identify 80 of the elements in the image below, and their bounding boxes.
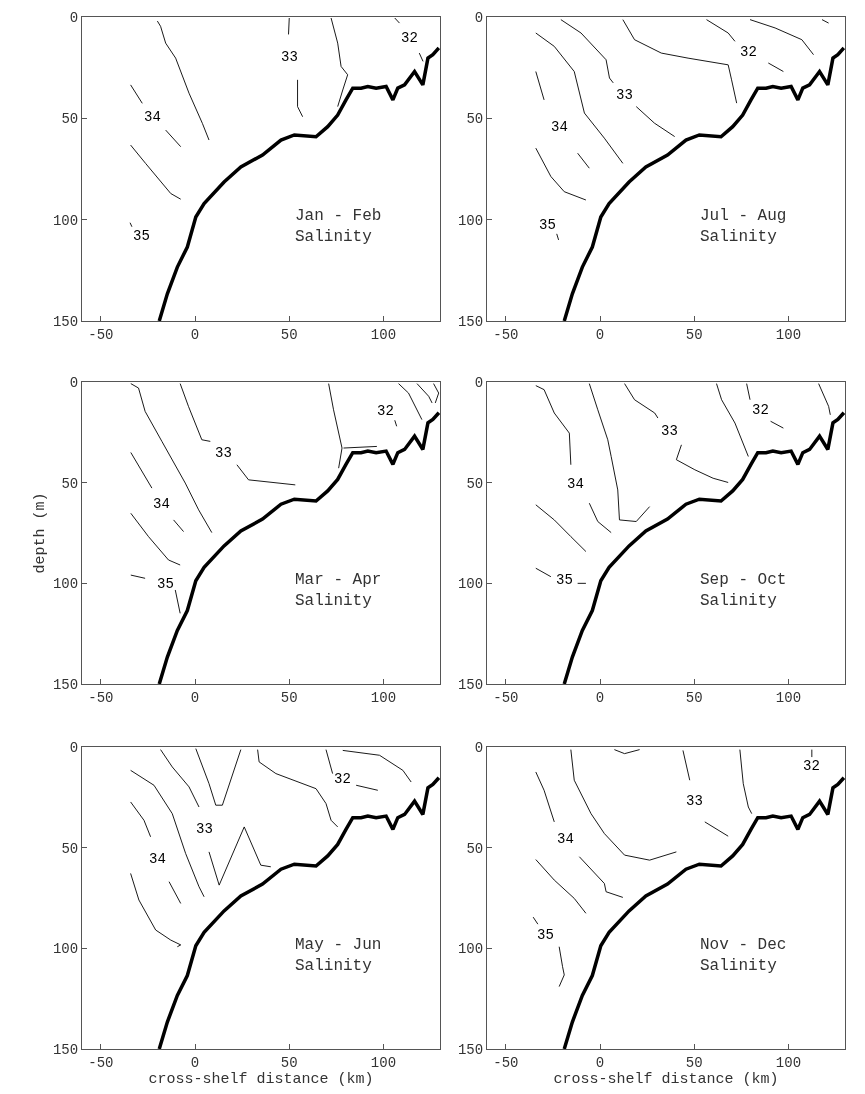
y-tick-label: 0 xyxy=(474,739,484,756)
x-tick-label: 100 xyxy=(370,689,397,706)
x-tick-label: -50 xyxy=(493,1054,519,1071)
y-tick-label: 50 xyxy=(466,111,484,128)
y-tick-label: 100 xyxy=(457,576,484,593)
text: Jul - Aug Salinity xyxy=(700,207,787,246)
series-label: 33 xyxy=(196,821,213,837)
series-label: 34 xyxy=(144,109,161,125)
x-tick-label: -50 xyxy=(493,689,519,706)
x-tick-label: 50 xyxy=(685,326,703,343)
x-tick-label: 100 xyxy=(370,1054,397,1071)
series-label: 35 xyxy=(537,927,554,943)
series-label: 32 xyxy=(334,771,351,787)
y-tick-label: 0 xyxy=(69,739,79,756)
y-tick-label: 50 xyxy=(61,475,79,492)
y-tick-label: 150 xyxy=(457,1041,484,1058)
series-label: 32 xyxy=(803,758,820,774)
series-label: 34 xyxy=(551,119,568,135)
x-tick-label: 0 xyxy=(595,326,605,343)
x-tick-label: 100 xyxy=(775,689,802,706)
y-tick-label: 0 xyxy=(474,9,484,26)
series-label: 32 xyxy=(740,44,757,60)
x-tick-label: 50 xyxy=(280,326,298,343)
series-label: 34 xyxy=(153,496,170,512)
x-tick-label: 0 xyxy=(595,689,605,706)
series-label: 35 xyxy=(539,217,556,233)
series-label: 33 xyxy=(616,87,633,103)
series-label: 32 xyxy=(752,402,769,418)
y-tick-label: 0 xyxy=(69,9,79,26)
series-label: 32 xyxy=(377,403,394,419)
y-tick-label: 100 xyxy=(52,212,79,229)
x-tick-label: -50 xyxy=(493,326,519,343)
y-tick-label: 50 xyxy=(466,840,484,857)
y-tick-label: 100 xyxy=(52,941,79,958)
series-label: 33 xyxy=(281,49,298,65)
series-label: 34 xyxy=(149,851,166,867)
series-label: 35 xyxy=(157,576,174,592)
x-tick-label: 50 xyxy=(280,689,298,706)
x-tick-label: -50 xyxy=(88,689,114,706)
y-axis-title: depth (m) xyxy=(32,492,50,574)
text: Sep - Oct Salinity xyxy=(700,571,787,610)
y-tick-label: 50 xyxy=(466,475,484,492)
x-tick-label: -50 xyxy=(88,1054,114,1071)
x-tick-label: 0 xyxy=(595,1054,605,1071)
x-tick-label: 100 xyxy=(775,1054,802,1071)
y-tick-label: 100 xyxy=(52,576,79,593)
series-label: 33 xyxy=(686,793,703,809)
x-tick-label: 50 xyxy=(280,1054,298,1071)
text: Jan - Feb Salinity xyxy=(295,207,382,246)
x-tick-label: 0 xyxy=(190,689,200,706)
y-tick-label: 150 xyxy=(52,313,79,330)
y-tick-label: 100 xyxy=(457,212,484,229)
x-tick-label: 100 xyxy=(775,326,802,343)
y-tick-label: 50 xyxy=(61,111,79,128)
y-tick-label: 150 xyxy=(52,676,79,693)
y-tick-label: 150 xyxy=(457,313,484,330)
x-tick-label: -50 xyxy=(88,326,114,343)
series-label: 33 xyxy=(215,445,232,461)
y-tick-label: 100 xyxy=(457,941,484,958)
x-tick-label: 0 xyxy=(190,1054,200,1071)
x-tick-label: 100 xyxy=(370,326,397,343)
x-tick-label: 50 xyxy=(685,689,703,706)
text: Mar - Apr Salinity xyxy=(295,571,382,610)
series-label: 32 xyxy=(401,30,418,46)
x-axis-title: cross-shelf distance (km) xyxy=(553,1070,779,1088)
text: May - Jun Salinity xyxy=(295,936,382,975)
series-label: 34 xyxy=(567,476,584,492)
series-label: 35 xyxy=(556,572,573,588)
x-tick-label: 50 xyxy=(685,1054,703,1071)
x-tick-label: 0 xyxy=(190,326,200,343)
x-axis-title: cross-shelf distance (km) xyxy=(148,1070,374,1088)
y-tick-label: 50 xyxy=(61,840,79,857)
y-tick-label: 150 xyxy=(52,1041,79,1058)
y-tick-label: 0 xyxy=(474,374,484,391)
y-tick-label: 0 xyxy=(69,374,79,391)
series-label: 35 xyxy=(133,228,150,244)
series-label: 34 xyxy=(557,831,574,847)
text: Nov - Dec Salinity xyxy=(700,936,787,975)
y-tick-label: 150 xyxy=(457,676,484,693)
series-label: 33 xyxy=(661,423,678,439)
